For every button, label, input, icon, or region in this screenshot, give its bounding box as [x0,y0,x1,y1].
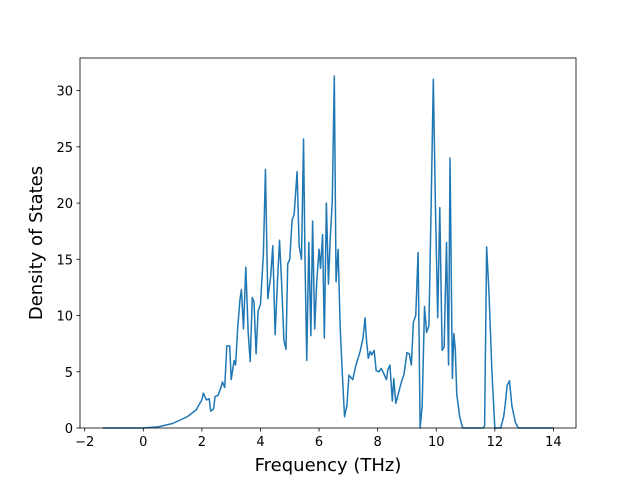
x-tick-label: 8 [374,435,382,450]
plot-frame [79,57,577,429]
x-tick-label: −2 [75,435,94,450]
y-tick-label: 10 [56,310,73,325]
y-axis-label: Density of States [26,166,47,320]
y-tick-label: 5 [65,366,73,381]
x-tick-label: 2 [198,435,206,450]
data-line [102,75,554,429]
x-tick-label: 0 [139,435,147,450]
x-axis-label: Frequency (THz) [255,455,402,476]
y-tick-label: 15 [56,253,73,268]
x-tick-label: 10 [428,435,445,450]
x-tick-label: 14 [545,435,562,450]
y-tick-label: 25 [56,141,73,156]
y-tick-label: 0 [65,422,73,437]
y-tick-label: 30 [56,85,73,100]
x-tick-label: 4 [256,435,264,450]
x-tick-label: 12 [487,435,504,450]
y-tick-label: 20 [56,197,73,212]
x-tick-label: 6 [315,435,323,450]
